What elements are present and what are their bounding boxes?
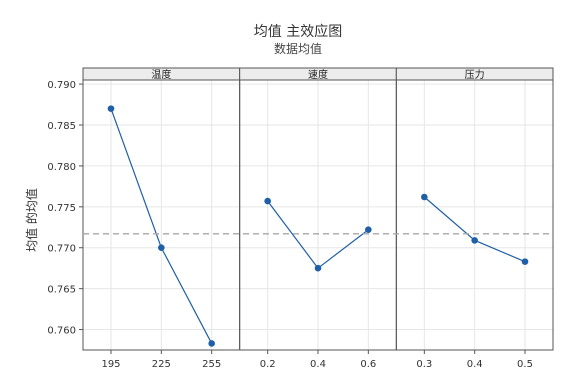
y-tick-label: 0.785 (47, 121, 76, 132)
data-point (421, 193, 428, 201)
x-tick-label: 0.6 (360, 359, 376, 370)
data-point (365, 226, 372, 234)
x-tick-label: 225 (152, 359, 171, 370)
data-point (521, 258, 529, 265)
data-point (158, 244, 165, 252)
x-tick-label: 255 (202, 359, 221, 370)
y-tick-label: 0.765 (47, 285, 76, 296)
data-point (264, 197, 271, 205)
y-tick-label: 0.775 (47, 203, 76, 214)
x-tick-label: 0.3 (416, 359, 432, 370)
data-point (471, 237, 478, 244)
y-tick-label: 0.780 (47, 162, 76, 173)
y-tick-label: 0.790 (47, 80, 76, 91)
panel-strip-label: 温度 (151, 68, 171, 81)
y-tick-label: 0.770 (47, 244, 76, 255)
x-tick-label: 195 (101, 359, 120, 370)
x-tick-label: 0.4 (467, 359, 483, 370)
plot-area: 0.760 0.765 0.770 0.775 0.780 0.785 0.790 195 22… (47, 67, 554, 370)
panel-frame (395, 79, 554, 351)
x-tick-label: 0.5 (517, 359, 533, 370)
data-point (314, 264, 322, 272)
y-axis-label: 均值 的均值 (24, 188, 39, 252)
chart-title: 均值 主效应图 (254, 23, 342, 40)
x-tick-label: 0.2 (260, 359, 276, 370)
data-point (208, 340, 215, 347)
chart-subtitle: 数据均值 (274, 41, 322, 56)
panel-strip-label: 速度 (308, 68, 328, 81)
x-tick-label: 0.4 (310, 359, 326, 370)
data-point (107, 105, 115, 112)
y-tick-label: 0.760 (47, 326, 76, 337)
panel-strip-label: 压力 (465, 68, 485, 81)
